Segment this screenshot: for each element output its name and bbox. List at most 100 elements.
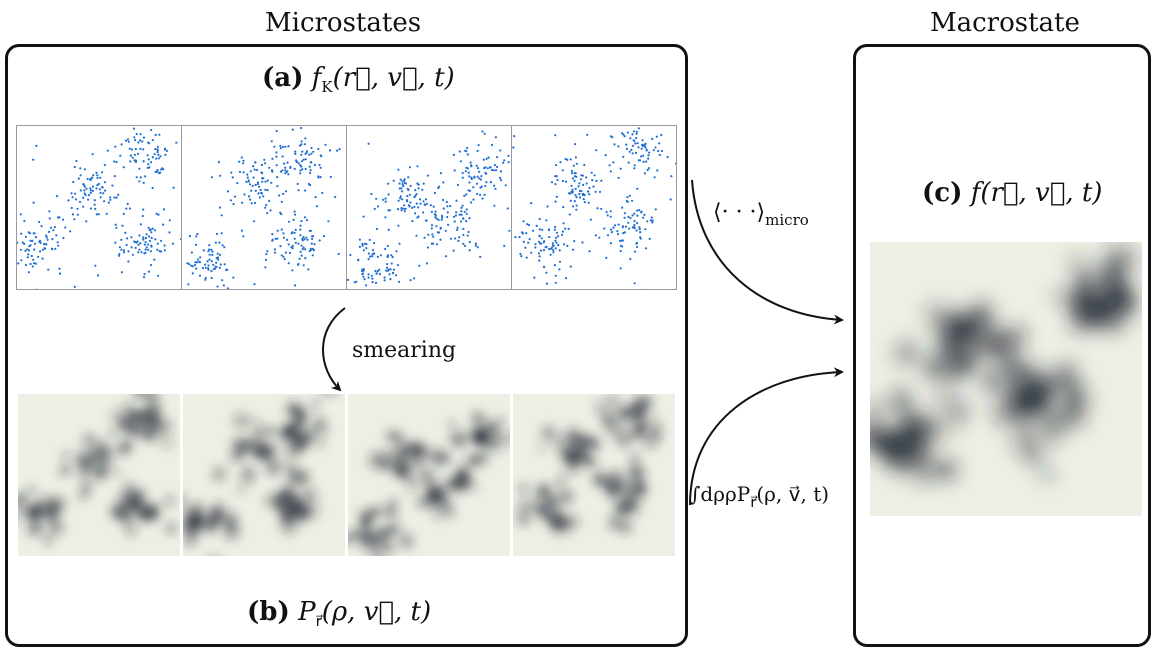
- particle-dot: [649, 219, 652, 222]
- particle-dot: [246, 176, 249, 179]
- particle-dot: [612, 161, 615, 164]
- particle-dot: [637, 127, 640, 130]
- particle-dot: [73, 218, 76, 221]
- particle-dot: [527, 241, 530, 244]
- particle-dot: [104, 189, 107, 192]
- particle-dot: [423, 203, 426, 206]
- density-blob: [291, 416, 305, 429]
- density-blob: [936, 458, 959, 481]
- particle-dot: [284, 251, 287, 254]
- particle-dot: [554, 274, 557, 277]
- particle-dot: [612, 226, 615, 229]
- particle-dot: [474, 244, 477, 247]
- particle-dot: [93, 203, 96, 206]
- density-blob: [568, 514, 581, 527]
- particle-dot: [137, 141, 140, 144]
- particle-dot: [482, 158, 485, 161]
- particle-dot: [147, 158, 150, 161]
- particle-dot: [514, 236, 517, 239]
- particle-dot: [115, 196, 118, 199]
- particle-dot: [20, 232, 23, 235]
- particle-dot: [231, 176, 234, 179]
- density-blob: [908, 419, 937, 448]
- particle-dot: [648, 151, 651, 154]
- particle-dot: [540, 237, 543, 240]
- particle-dot: [371, 255, 374, 258]
- particle-dot: [329, 175, 332, 178]
- particle-dot: [150, 236, 153, 240]
- particle-dot: [369, 255, 372, 258]
- particle-dot: [147, 248, 150, 251]
- particle-dot: [631, 144, 634, 147]
- particle-dot: [589, 218, 592, 221]
- particle-dot: [107, 201, 110, 204]
- particle-dot: [390, 262, 393, 265]
- particle-dot: [519, 252, 522, 255]
- particle-dot: [397, 199, 400, 202]
- particle-dot: [95, 187, 98, 190]
- particle-dot: [418, 198, 422, 201]
- particle-dot: [134, 147, 137, 151]
- particle-dot: [114, 223, 117, 226]
- particle-dot: [232, 203, 235, 206]
- particle-dot: [150, 231, 153, 234]
- particle-dot: [154, 238, 157, 241]
- particle-dot: [522, 240, 525, 243]
- particle-dot: [163, 244, 166, 247]
- particle-dot: [403, 181, 406, 184]
- particle-dot: [609, 135, 612, 138]
- particle-dot: [644, 228, 647, 231]
- particle-dot: [254, 183, 257, 186]
- particle-dot: [588, 193, 591, 196]
- particle-dot: [288, 251, 292, 255]
- particle-dot: [284, 145, 287, 148]
- particle-dot: [196, 258, 200, 261]
- particle-dot: [387, 193, 390, 196]
- density-blob: [391, 432, 404, 444]
- density-blob: [158, 433, 174, 450]
- density-blob: [82, 483, 93, 494]
- particle-dot: [304, 158, 307, 161]
- particle-dot: [82, 196, 85, 199]
- particle-dot: [58, 272, 62, 275]
- particle-dot: [476, 182, 479, 185]
- particle-dot: [294, 241, 297, 244]
- particle-dot: [388, 273, 391, 276]
- particle-dot: [156, 242, 159, 245]
- particle-dot: [118, 253, 121, 256]
- particle-dot: [98, 188, 101, 191]
- label-c-tag: (c): [922, 178, 963, 208]
- particle-dot: [613, 143, 616, 146]
- density-blob: [870, 401, 887, 424]
- particle-dot: [78, 200, 82, 204]
- particle-dot: [556, 178, 559, 182]
- density-blob: [468, 482, 479, 493]
- particle-dot: [298, 144, 302, 147]
- density-blob: [631, 425, 644, 438]
- particle-dot: [561, 169, 564, 172]
- particle-dot: [593, 174, 596, 177]
- density-blob: [165, 522, 177, 535]
- particle-dot: [357, 259, 360, 262]
- particle-dot: [558, 249, 561, 252]
- particle-dot: [430, 210, 433, 213]
- particle-dot: [313, 243, 316, 246]
- particle-dot: [55, 195, 59, 198]
- particle-dot: [300, 244, 303, 247]
- density-blob: [474, 449, 490, 465]
- particle-dot: [151, 186, 154, 190]
- particle-dot: [651, 221, 654, 224]
- particle-dot: [554, 183, 557, 186]
- particle-dot: [631, 152, 634, 155]
- particle-dot: [127, 140, 130, 143]
- particle-dot: [302, 158, 305, 161]
- particle-dot: [544, 246, 547, 249]
- particle-dot: [462, 217, 465, 220]
- particle-dot: [23, 219, 26, 223]
- particle-dot: [639, 231, 642, 234]
- particle-dot: [571, 191, 574, 194]
- particle-dot: [279, 170, 283, 173]
- particle-dot: [253, 201, 257, 205]
- particle-dot: [499, 176, 502, 179]
- particle-dot: [270, 181, 273, 184]
